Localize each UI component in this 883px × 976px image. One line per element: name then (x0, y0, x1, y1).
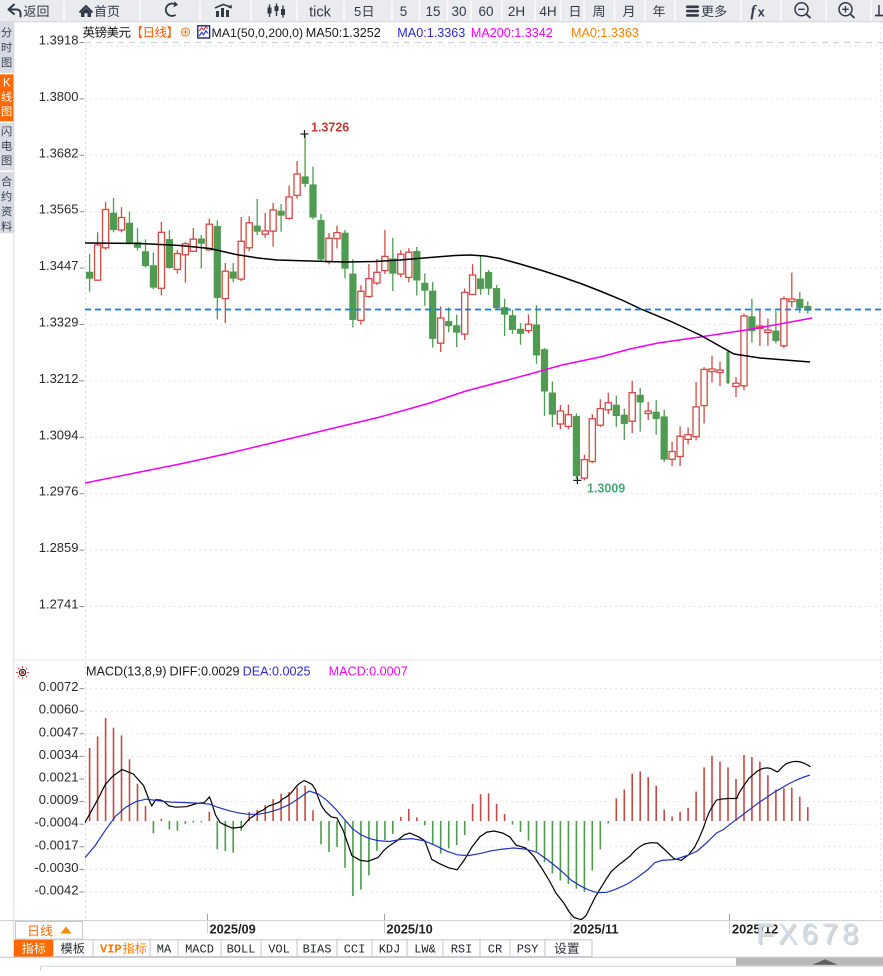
svg-text:4H: 4H (539, 4, 556, 19)
svg-text:-0.0017: -0.0017 (34, 837, 78, 852)
svg-text:15: 15 (425, 4, 440, 19)
svg-text:LW&: LW& (414, 943, 436, 957)
svg-text:1.3682: 1.3682 (39, 145, 79, 160)
svg-text:MA0:1.3363: MA0:1.3363 (397, 26, 465, 40)
svg-text:0.0021: 0.0021 (39, 770, 79, 785)
svg-text:5: 5 (354, 4, 361, 19)
svg-text:MA0:1.3363: MA0:1.3363 (571, 26, 639, 40)
svg-text:RSI: RSI (451, 943, 473, 957)
svg-text:1.2859: 1.2859 (39, 540, 79, 555)
svg-text:1.2976: 1.2976 (39, 484, 79, 499)
svg-text:2025/09: 2025/09 (210, 922, 256, 937)
svg-text:DEA:0.0025: DEA:0.0025 (243, 665, 311, 679)
svg-text:KDJ: KDJ (379, 943, 401, 957)
svg-text:BOLL: BOLL (227, 943, 256, 957)
svg-text:2025/12: 2025/12 (732, 922, 778, 937)
svg-text:FX678: FX678 (758, 920, 864, 952)
svg-text:30: 30 (451, 4, 466, 19)
svg-text:MA200:1.3342: MA200:1.3342 (471, 26, 553, 40)
svg-text:VOL: VOL (268, 943, 290, 957)
svg-text:x: x (758, 6, 765, 20)
svg-text:tick: tick (309, 5, 332, 21)
svg-text:1.3726: 1.3726 (311, 121, 349, 135)
svg-text:1.3800: 1.3800 (39, 89, 79, 104)
svg-text:DIFF:0.0029: DIFF:0.0029 (170, 665, 240, 679)
svg-text:1.3212: 1.3212 (39, 371, 79, 386)
svg-text:MA: MA (157, 943, 172, 957)
svg-text:CCI: CCI (344, 943, 366, 957)
svg-text:-0.0030: -0.0030 (34, 860, 78, 875)
svg-text:1.3329: 1.3329 (39, 315, 79, 330)
svg-text:2025/11: 2025/11 (573, 922, 619, 937)
svg-text:1.3009: 1.3009 (587, 482, 625, 496)
svg-text:MA1(50,0,200,0): MA1(50,0,200,0) (212, 26, 304, 40)
svg-text:f: f (751, 3, 758, 20)
svg-text:0.0072: 0.0072 (39, 679, 79, 694)
svg-text:2H: 2H (508, 4, 525, 19)
svg-text:0.0034: 0.0034 (39, 747, 79, 762)
svg-text:60: 60 (478, 4, 493, 19)
svg-text:VIP: VIP (100, 943, 122, 957)
svg-text:0.0060: 0.0060 (39, 702, 79, 717)
svg-text:MACD: MACD (185, 943, 214, 957)
svg-text:FX678: FX678 (756, 919, 862, 951)
svg-text:0.0009: 0.0009 (39, 792, 79, 807)
svg-text:MACD:0.0007: MACD:0.0007 (329, 665, 408, 679)
svg-text:0.0047: 0.0047 (39, 724, 79, 739)
svg-text:-0.0042: -0.0042 (34, 883, 78, 898)
svg-text:1.3447: 1.3447 (39, 258, 79, 273)
svg-text:1.3565: 1.3565 (39, 202, 79, 217)
svg-text:1.3094: 1.3094 (39, 427, 79, 442)
svg-text:MA50:1.3252: MA50:1.3252 (306, 26, 381, 40)
svg-text:MACD(13,8,9): MACD(13,8,9) (86, 665, 166, 679)
svg-text:1.2741: 1.2741 (39, 597, 79, 612)
svg-text:K: K (3, 78, 11, 90)
svg-text:BIAS: BIAS (303, 943, 332, 957)
svg-text:-0.0004: -0.0004 (34, 815, 78, 830)
svg-text:PSY: PSY (517, 943, 539, 957)
svg-text:2025/10: 2025/10 (387, 922, 433, 937)
svg-text:5: 5 (400, 4, 408, 19)
svg-text:1.3918: 1.3918 (39, 33, 79, 48)
svg-text:CR: CR (488, 943, 502, 957)
